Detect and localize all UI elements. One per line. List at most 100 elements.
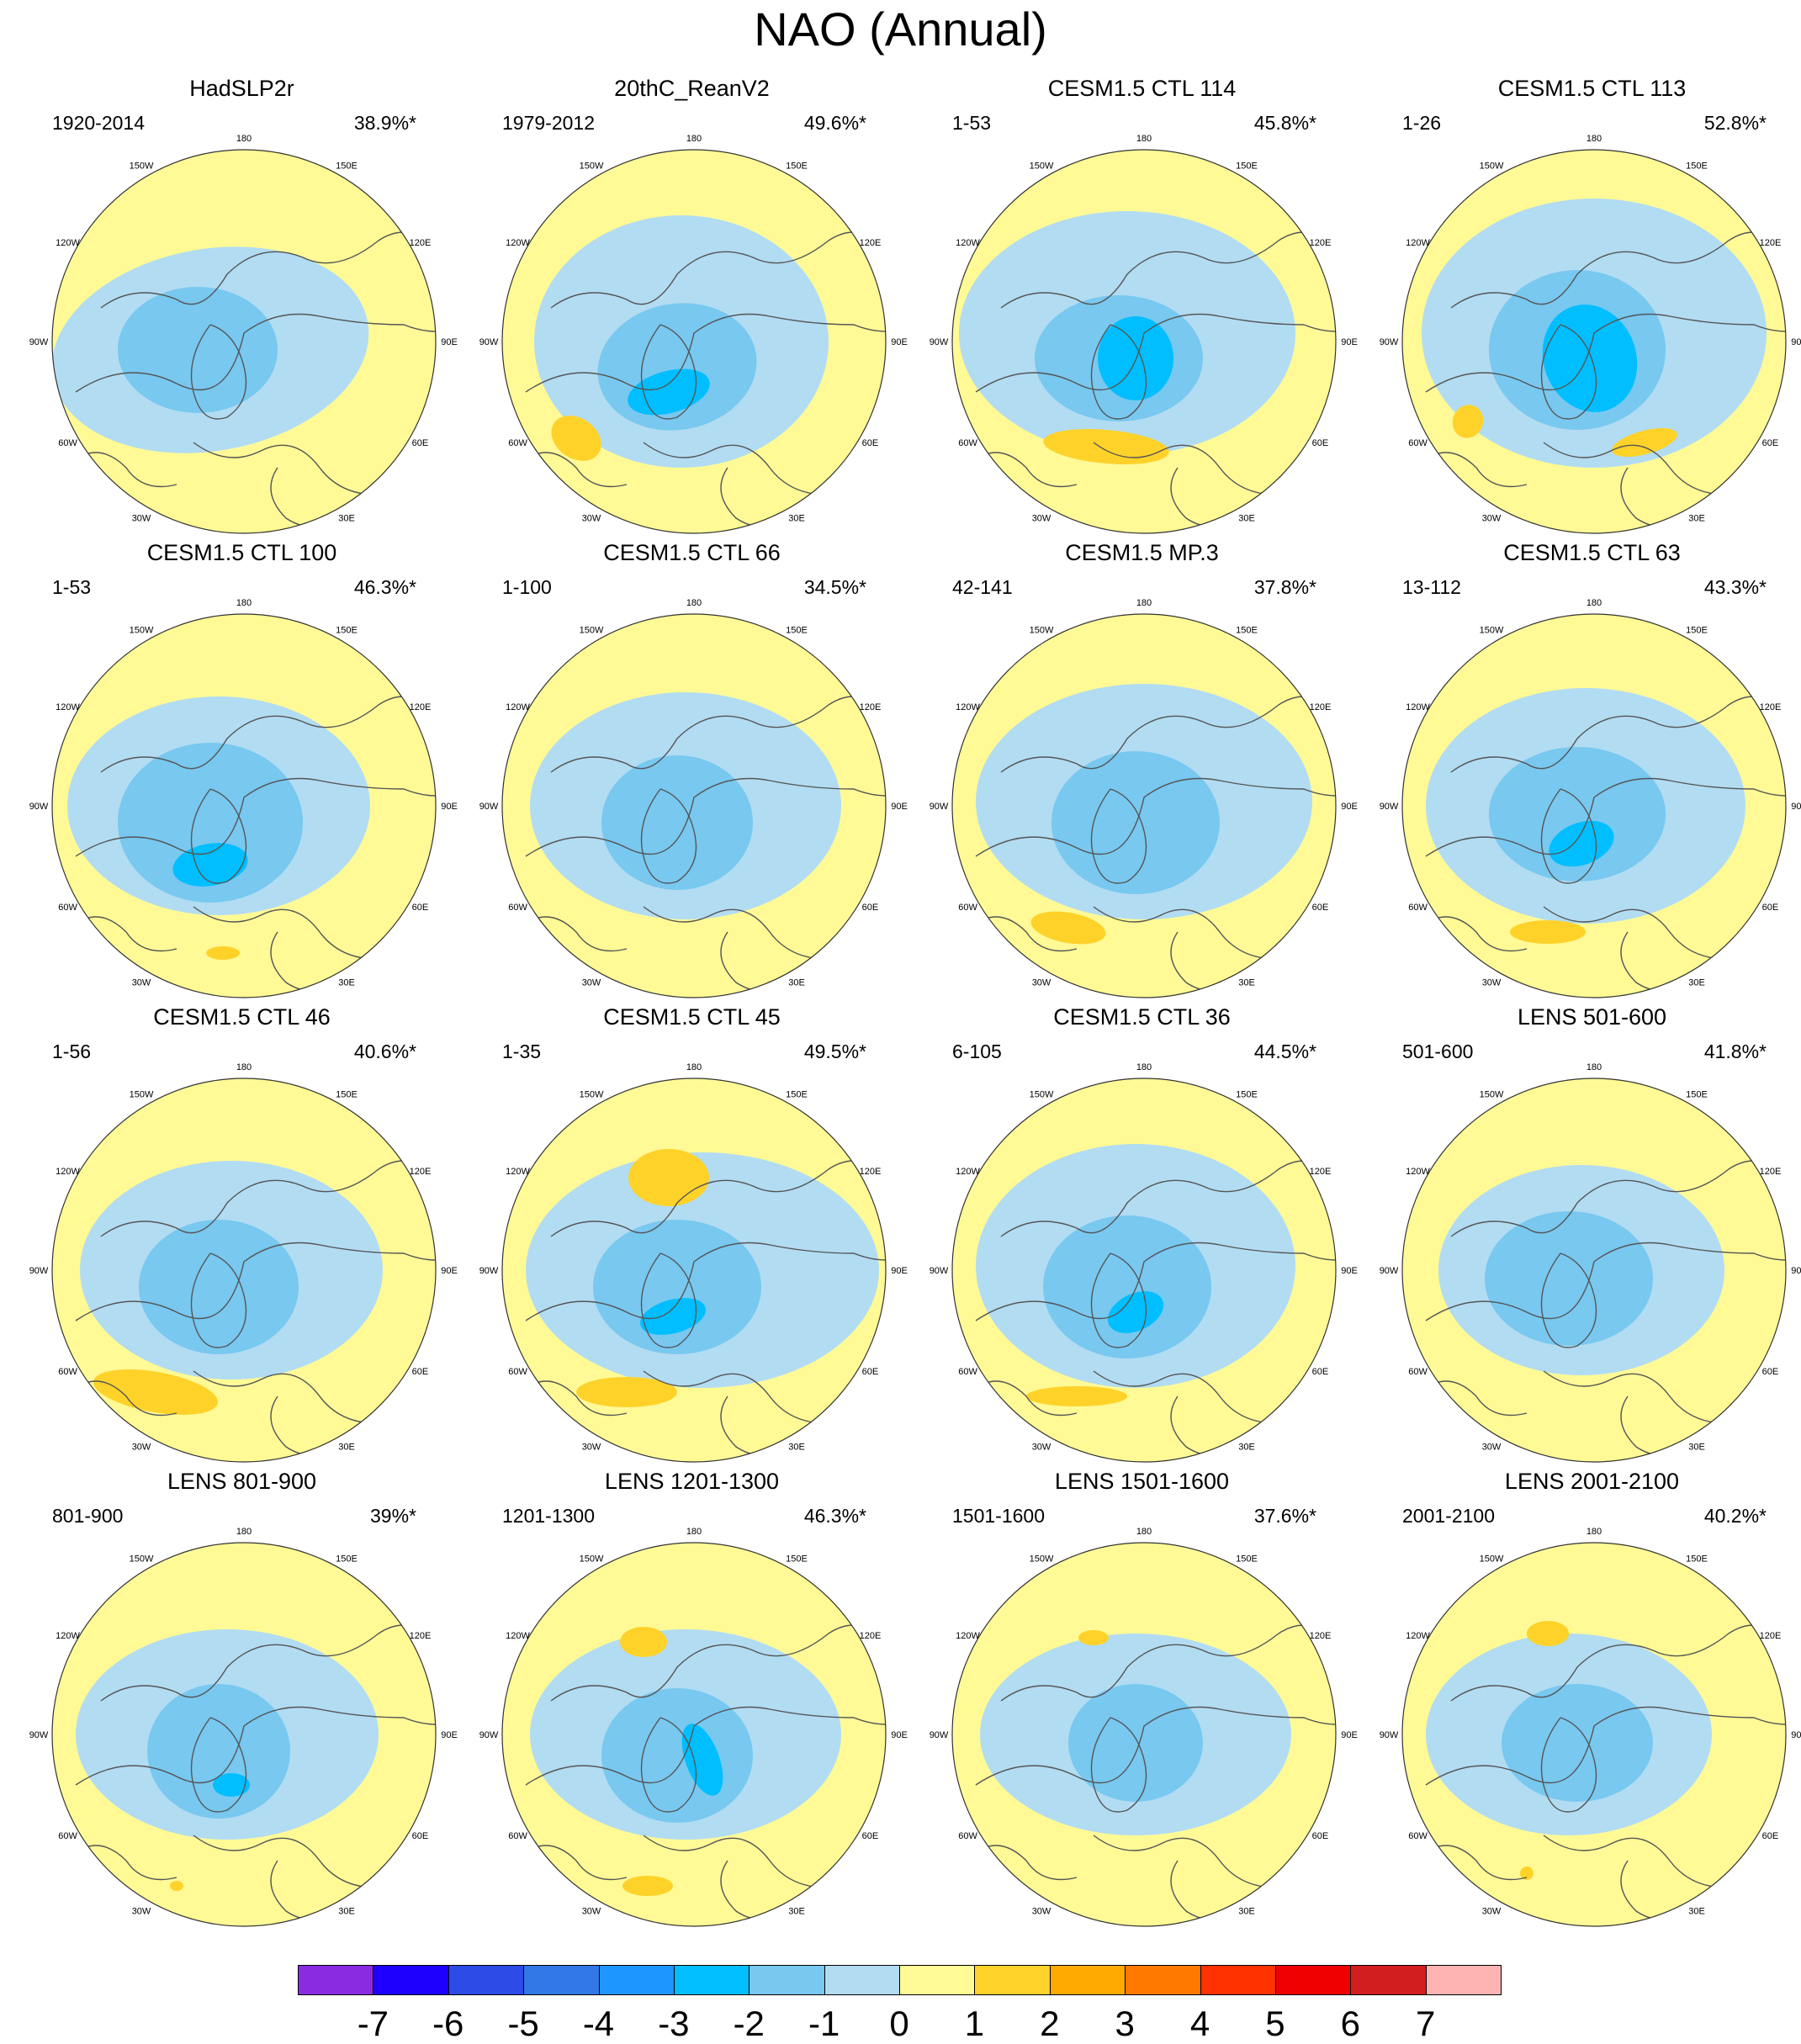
panel-variance-pct: 41.8%*: [1703, 1041, 1767, 1062]
longitude-label: 30W: [1032, 977, 1051, 988]
longitude-label: 180: [686, 1062, 702, 1072]
coastline: [975, 1706, 1336, 1786]
coastline: [75, 1380, 177, 1417]
negative-anomaly: [1489, 747, 1666, 882]
longitude-label: 150W: [1030, 626, 1054, 636]
negative-anomaly: [139, 1220, 299, 1354]
panel-period: 42-141: [952, 576, 1013, 598]
negative-anomaly: [1107, 1291, 1164, 1333]
negative-anomaly: [213, 1773, 250, 1797]
coastline: [1000, 1160, 1330, 1237]
positive-anomaly: [1030, 911, 1106, 945]
map-panel: CESM1.5 MP.3 42-141 37.8%* 180 150E 120E 90E 60…: [917, 540, 1367, 1009]
panel-title: LENS 1501-1600: [1054, 1469, 1230, 1494]
longitude-label: 150W: [1480, 162, 1504, 172]
coastline: [975, 313, 1336, 393]
anomaly-field: [52, 1078, 436, 1462]
longitude-label: 60W: [58, 438, 77, 448]
longitude-label: 30E: [1688, 1906, 1705, 1916]
coastline: [1425, 452, 1528, 488]
longitude-label: 60E: [1312, 1367, 1329, 1377]
longitude-label: 60W: [958, 1831, 977, 1841]
colorbar-swatch: [1125, 1965, 1201, 1995]
coastline: [75, 777, 436, 857]
panel-period: 1979-2012: [502, 112, 595, 134]
longitude-label: 90W: [1380, 1730, 1399, 1740]
longitude-label: 30E: [1238, 1442, 1255, 1452]
coastline: [75, 1706, 436, 1786]
coastline: [550, 696, 880, 773]
longitude-label: 30W: [582, 1906, 601, 1916]
map-panel: CESM1.5 CTL 114 1-53 45.8%* 180 150E 120E 90E 6…: [917, 76, 1367, 545]
coastline: [1425, 313, 1786, 393]
longitude-label: 90W: [29, 1266, 49, 1276]
globe-outline: [1401, 1542, 1787, 1927]
longitude-label: 90E: [1791, 1730, 1801, 1740]
longitude-label: 120E: [860, 1631, 882, 1641]
coastline: [190, 1717, 247, 1813]
panel-title: CESM1.5 CTL 36: [1053, 1004, 1231, 1030]
longitude-label: 60E: [412, 1831, 429, 1841]
globe-outline: [951, 1078, 1337, 1463]
longitude-label: 120W: [1406, 702, 1430, 712]
negative-anomaly: [1502, 1684, 1653, 1802]
longitude-label: 120E: [1760, 1631, 1782, 1641]
coastline: [193, 1835, 396, 1888]
positive-anomaly: [551, 416, 601, 461]
coastline: [100, 696, 430, 773]
coastline: [1450, 231, 1780, 309]
longitude-label: 30E: [1238, 513, 1255, 523]
negative-anomaly: [601, 1688, 753, 1823]
longitude-label: 180: [686, 134, 702, 144]
positive-anomaly: [1520, 1867, 1533, 1880]
longitude-label: 120E: [1310, 1167, 1332, 1177]
anomaly-field: [952, 614, 1336, 998]
longitude-label: 90E: [891, 802, 908, 812]
negative-anomaly: [1068, 1684, 1203, 1802]
positive-anomaly: [93, 1369, 218, 1415]
panel-period: 2001-2100: [1402, 1505, 1495, 1527]
positive-anomaly: [576, 1377, 677, 1407]
colorbar-swatch: [598, 1965, 675, 1995]
figure-title: NAO (Annual): [754, 3, 1047, 56]
coastline: [550, 231, 880, 309]
coastline: [640, 1252, 697, 1348]
longitude-label: 150E: [1686, 626, 1708, 636]
map-panel: CESM1.5 CTL 36 6-105 44.5%* 180 150E 120E 90E 6…: [917, 1004, 1367, 1474]
coastline: [525, 452, 628, 488]
coastline: [75, 1242, 436, 1321]
longitude-label: 60W: [508, 438, 527, 448]
panel-variance-pct: 46.3%*: [353, 576, 416, 598]
coastline: [975, 1242, 1336, 1321]
longitude-label: 120E: [860, 1167, 882, 1177]
colorbar-swatch: [749, 1965, 825, 1995]
panel-variance-pct: 40.2%*: [1703, 1505, 1767, 1527]
map-panel: CESM1.5 CTL 63 13-112 43.3%* 180 150E 120E 90E…: [1367, 540, 1801, 1009]
map-panel: CESM1.5 CTL 100 1-53 46.3%* 180 150E 120E 90E 6…: [17, 540, 467, 1009]
coastline: [1093, 442, 1296, 495]
negative-anomaly: [1549, 820, 1614, 867]
longitude-label: 60E: [862, 1367, 879, 1377]
coastline: [643, 1835, 846, 1888]
longitude-label: 150W: [1030, 1090, 1054, 1100]
longitude-label: 0: [241, 1937, 246, 1938]
coastline: [643, 1370, 846, 1424]
coastline: [1543, 442, 1746, 495]
panel-variance-pct: 52.8%*: [1703, 112, 1767, 134]
longitude-label: 90E: [1791, 1266, 1801, 1276]
longitude-label: 30E: [1688, 977, 1705, 988]
panel-period: 1-100: [502, 576, 552, 598]
polar-map: 180 150E 120E 90E 60E 30E 0 30W 60W 90W 120W 150W: [930, 134, 1358, 545]
longitude-label: 30W: [1482, 513, 1502, 523]
map-panel: LENS 1201-1300 1201-1300 46.3%* 180 150E 120E…: [467, 1469, 917, 1938]
polar-map: 180 150E 120E 90E 60E 30E 0 30W 60W 90W 120W 150W: [1380, 134, 1801, 545]
anomaly-field: [502, 150, 886, 533]
longitude-label: 60E: [862, 1831, 879, 1841]
longitude-label: 60W: [508, 903, 527, 913]
coastline: [643, 906, 846, 960]
coastline: [1090, 788, 1147, 884]
map-panel: CESM1.5 CTL 66 1-100 34.5%* 180 150E 120E 90E 6…: [467, 540, 917, 1009]
coastline: [975, 777, 1336, 857]
positive-anomaly: [1612, 427, 1677, 458]
longitude-label: 90E: [891, 1730, 908, 1740]
